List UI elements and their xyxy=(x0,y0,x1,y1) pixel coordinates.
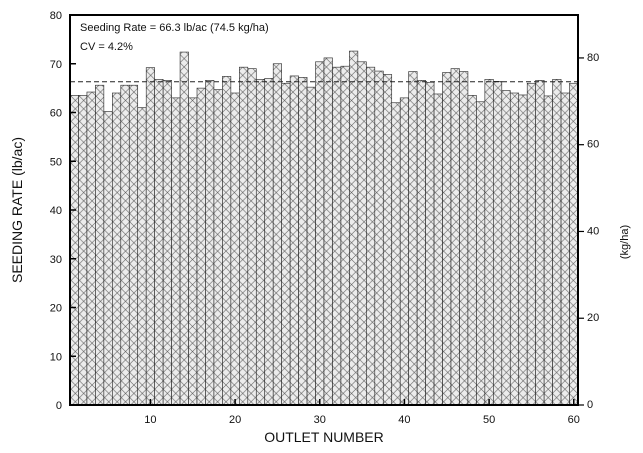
x-tick-label-60: 60 xyxy=(568,414,580,426)
bar-outlet-19 xyxy=(222,76,232,406)
y-axis-title: SEEDING RATE (lb/ac) xyxy=(9,137,25,283)
x-tick-label-30: 30 xyxy=(314,414,326,426)
bar-outlet-7 xyxy=(120,84,130,406)
bars-group xyxy=(69,50,579,406)
bar-outlet-53 xyxy=(509,92,520,406)
bar-outlet-60 xyxy=(569,82,579,406)
secondary-y-axis: 0 20 40 60 80 xyxy=(578,52,599,411)
bar-outlet-16 xyxy=(196,87,206,406)
bar-outlet-47 xyxy=(459,71,469,406)
x-tick-label-40: 40 xyxy=(398,414,410,426)
bar-outlet-2 xyxy=(78,95,88,406)
bar-outlet-3 xyxy=(86,91,96,406)
bar-outlet-32 xyxy=(332,66,342,406)
bar-outlet-33 xyxy=(340,65,350,406)
bar-outlet-39 xyxy=(391,102,401,406)
bar-outlet-43 xyxy=(425,81,435,406)
bar-outlet-49 xyxy=(476,101,486,406)
bar-outlet-36 xyxy=(366,66,376,406)
y-tick-label-40: 40 xyxy=(50,205,62,217)
x-tick-label-10: 10 xyxy=(144,414,156,426)
bar-outlet-58 xyxy=(552,79,562,406)
bar-outlet-46 xyxy=(450,68,460,406)
bar-outlet-54 xyxy=(518,94,528,406)
bar-outlet-29 xyxy=(306,86,316,406)
bar-outlet-50 xyxy=(484,79,494,406)
bar-outlet-40 xyxy=(399,97,409,406)
bar-outlet-15 xyxy=(188,97,198,406)
bar-outlet-13 xyxy=(171,97,181,406)
bar-outlet-12 xyxy=(162,80,172,406)
x-axis: 10 20 30 40 50 60 xyxy=(144,399,580,426)
bar-outlet-57 xyxy=(543,95,553,406)
y-tick-label-30: 30 xyxy=(50,254,62,266)
y2-tick-label-40: 40 xyxy=(587,225,599,237)
bar-outlet-55 xyxy=(526,82,536,406)
y2-tick-label-80: 80 xyxy=(587,52,599,64)
bar-outlet-11 xyxy=(154,79,164,406)
x-axis-title: OUTLET NUMBER xyxy=(264,429,384,445)
bar-outlet-21 xyxy=(239,66,249,406)
bar-outlet-35 xyxy=(357,61,367,406)
bar-outlet-42 xyxy=(416,80,426,406)
y2-tick-label-0: 0 xyxy=(587,399,593,411)
y-tick-label-10: 10 xyxy=(50,351,62,363)
y-tick-label-20: 20 xyxy=(50,303,62,315)
bar-outlet-18 xyxy=(213,89,223,406)
x-tick-label-50: 50 xyxy=(483,414,495,426)
bar-outlet-6 xyxy=(112,92,122,406)
bar-outlet-52 xyxy=(501,90,511,406)
y-tick-label-50: 50 xyxy=(50,156,62,168)
bar-outlet-20 xyxy=(230,92,240,406)
bar-outlet-26 xyxy=(281,82,291,406)
bar-outlet-56 xyxy=(535,80,545,406)
bar-outlet-37 xyxy=(374,70,384,406)
bar-outlet-9 xyxy=(137,107,147,406)
y-tick-label-70: 70 xyxy=(50,59,62,71)
annotation-seeding-rate: Seeding Rate = 66.3 lb/ac (74.5 kg/ha) xyxy=(80,22,269,34)
bar-outlet-24 xyxy=(264,78,274,406)
bar-outlet-17 xyxy=(205,80,215,406)
bar-outlet-44 xyxy=(433,93,443,406)
bar-outlet-10 xyxy=(145,67,155,406)
bar-outlet-41 xyxy=(408,71,418,406)
y-axis: 0 10 20 30 40 50 60 70 80 xyxy=(50,10,76,412)
x-tick-label-20: 20 xyxy=(229,414,241,426)
bar-outlet-8 xyxy=(128,84,139,406)
bar-outlet-59 xyxy=(560,92,570,406)
bar-outlet-14 xyxy=(179,51,189,406)
y2-tick-label-20: 20 xyxy=(587,312,599,324)
bar-outlet-34 xyxy=(349,50,359,406)
bar-outlet-51 xyxy=(493,81,503,406)
y2-axis-title: (kg/ha) xyxy=(619,225,631,259)
bar-outlet-30 xyxy=(315,61,325,406)
bar-outlet-23 xyxy=(255,79,266,406)
bar-outlet-38 xyxy=(382,74,393,406)
bar-outlet-4 xyxy=(95,84,105,406)
y2-tick-label-60: 60 xyxy=(587,139,599,151)
bar-outlet-22 xyxy=(247,68,257,406)
bar-outlet-28 xyxy=(298,77,308,406)
bar-outlet-31 xyxy=(323,57,333,406)
bar-outlet-5 xyxy=(103,111,113,406)
y-tick-label-0: 0 xyxy=(56,400,62,412)
y-tick-label-80: 80 xyxy=(50,10,62,22)
bar-outlet-27 xyxy=(289,75,299,406)
annotation-cv: CV = 4.2% xyxy=(80,41,133,53)
y-tick-label-60: 60 xyxy=(50,108,62,120)
bar-outlet-1 xyxy=(69,95,79,406)
bar-outlet-48 xyxy=(467,95,477,406)
bar-outlet-25 xyxy=(272,63,282,406)
bar-outlet-45 xyxy=(442,72,452,406)
